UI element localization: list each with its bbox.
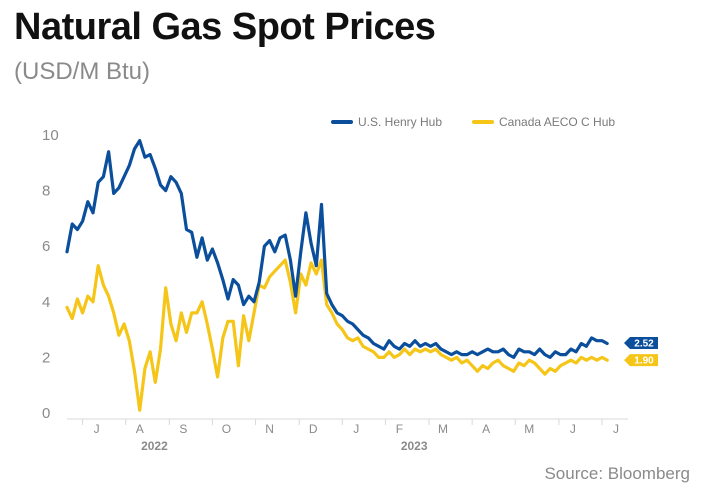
x-tick-label: M	[524, 422, 534, 436]
end-value-label: 1.90	[634, 356, 654, 367]
chart-axes: 0 2 4 6 8 10 J A S O N D J F M A M J J 2022 2023	[42, 127, 628, 453]
chart-legend: U.S. Henry Hub Canada AECO C Hub	[331, 115, 615, 129]
legend-label: U.S. Henry Hub	[358, 115, 442, 129]
chart-title: Natural Gas Spot Prices	[14, 6, 436, 48]
chart-series	[65, 139, 609, 412]
series-line-canada-aeco-c-hub	[65, 258, 609, 412]
end-value-label: 2.52	[634, 338, 654, 349]
x-tick-label: J	[94, 422, 100, 436]
end-label-flag	[624, 336, 658, 349]
y-tick-label: 8	[42, 183, 50, 200]
y-tick-label: 10	[42, 127, 59, 144]
end-label-flag	[624, 354, 658, 367]
series-line-u-s-henry-hub	[65, 139, 609, 359]
legend-label: Canada AECO C Hub	[499, 115, 615, 129]
x-tick-label: S	[179, 422, 187, 436]
x-tick-label: N	[265, 422, 274, 436]
x-tick-label: M	[438, 422, 448, 436]
x-tick-label: A	[136, 422, 144, 436]
x-tick-label: A	[482, 422, 490, 436]
source-note: Source: Bloomberg	[544, 464, 690, 483]
y-tick-label: 4	[42, 294, 50, 311]
x-year-label: 2023	[401, 439, 428, 453]
x-year-label: 2022	[141, 439, 168, 453]
x-tick-label: J	[353, 422, 359, 436]
x-tick-label: J	[613, 422, 619, 436]
end-value-labels: 2.52 1.90	[624, 336, 658, 367]
x-tick-label: F	[396, 422, 403, 436]
y-tick-label: 2	[42, 349, 50, 366]
y-tick-label: 6	[42, 238, 50, 255]
y-tick-label: 0	[42, 405, 50, 422]
chart-subtitle: (USD/M Btu)	[14, 58, 151, 85]
x-tick-label: O	[222, 422, 231, 436]
x-tick-label: D	[309, 422, 318, 436]
x-tick-label: J	[570, 422, 576, 436]
